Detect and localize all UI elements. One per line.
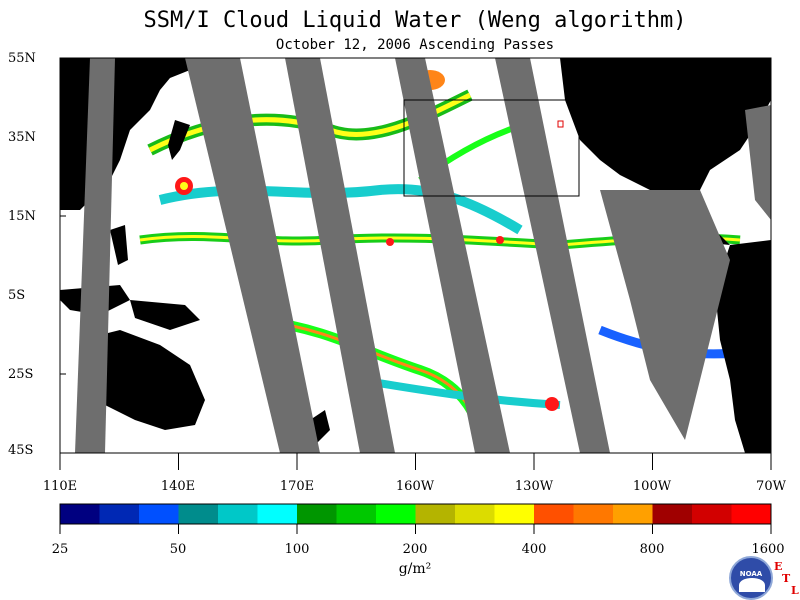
north-america (560, 58, 771, 200)
lon-label-130w: 130W (514, 479, 554, 494)
colorbar-label-800: 800 (639, 542, 665, 557)
swath-gap-4 (395, 58, 510, 453)
map-subtitle: October 12, 2006 Ascending Passes (275, 37, 555, 53)
lat-ticks (60, 57, 66, 454)
colorbar-swatch (336, 504, 377, 524)
colorbar-swatch (415, 504, 456, 524)
lon-label-170e: 170E (279, 479, 315, 494)
colorbar-swatch (99, 504, 140, 524)
colorbar-swatch (178, 504, 219, 524)
colorbar-swatch (613, 504, 653, 524)
japan (168, 120, 190, 160)
swath-gap-6 (600, 190, 730, 440)
lon-label-160w: 160W (395, 479, 435, 494)
lon-label-110e: 110E (42, 479, 78, 494)
new-guinea (130, 300, 200, 330)
colorbar-swatch (494, 504, 535, 524)
south-america (715, 240, 771, 453)
etl-logo-e: E (774, 560, 783, 573)
lat-label-55n: 55N (8, 51, 36, 66)
colorbar (59, 503, 772, 534)
lon-ticks (59, 453, 772, 470)
lat-label-5s: 5S (8, 288, 26, 303)
colorbar-label-200: 200 (402, 542, 428, 557)
colorbar-swatch (731, 504, 772, 524)
station-marker (557, 120, 564, 128)
swath-gap-5 (495, 58, 610, 453)
noaa-logo: NOAA (729, 556, 773, 600)
etl-logo-l: L (791, 584, 799, 597)
colorbar-swatch (573, 504, 614, 524)
colorbar-swatch (257, 504, 298, 524)
region-box (403, 99, 580, 197)
colorbar-label-25: 25 (51, 542, 69, 557)
colorbar-label-1600: 1600 (751, 542, 785, 557)
lon-label-70w: 70W (756, 479, 786, 494)
lat-label-15n: 15N (8, 209, 36, 224)
lon-label-100w: 100W (632, 479, 672, 494)
colorbar-swatch (534, 504, 574, 524)
colorbar-label-100: 100 (284, 542, 310, 557)
swath-gap-1 (75, 58, 115, 453)
colorbar-swatch (455, 504, 495, 524)
philippines (110, 225, 128, 265)
etl-logo-t: T (782, 572, 791, 585)
lat-label-25s: 25S (8, 367, 34, 382)
colorbar-swatch (60, 504, 100, 524)
swath-gap-7 (745, 105, 771, 220)
australia (80, 330, 205, 430)
colorbar-swatch (218, 504, 258, 524)
lon-label-140e: 140E (160, 479, 196, 494)
noaa-logo-text: NOAA (739, 570, 763, 578)
colorbar-swatch (652, 504, 693, 524)
map-title: SSM/I Cloud Liquid Water (Weng algorithm… (143, 8, 687, 33)
colorbar-units: g/m² (398, 561, 432, 577)
colorbar-label-50: 50 (169, 542, 187, 557)
swath-gap-2 (185, 58, 320, 453)
noaa-bird-icon (739, 578, 765, 592)
swath-gap-3 (285, 58, 395, 453)
colorbar-swatch (376, 504, 416, 524)
colorbar-swatch (139, 504, 179, 524)
lat-label-35n: 35N (8, 130, 36, 145)
lat-label-45s: 45S (8, 443, 34, 458)
swath-gaps (75, 58, 771, 453)
colorbar-swatch (692, 504, 732, 524)
colorbar-swatch (297, 504, 337, 524)
colorbar-label-400: 400 (521, 542, 547, 557)
